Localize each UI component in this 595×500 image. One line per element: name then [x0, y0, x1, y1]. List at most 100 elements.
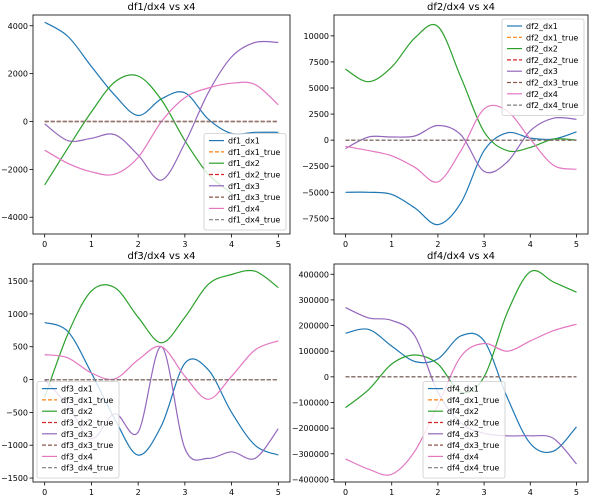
- panel-3-lines: [44, 269, 279, 461]
- series-line-df2-dx1: [345, 131, 577, 226]
- legend-label: df1_dx2: [228, 159, 260, 168]
- x-tick-label: 1: [389, 240, 394, 249]
- legend-label: df4_dx2: [447, 407, 479, 416]
- series-line-df2-dx3: [345, 116, 577, 174]
- x-tick-label: 3: [482, 488, 487, 497]
- legend-label: df1_dx1: [228, 137, 260, 146]
- y-tick-label: −1000: [1, 441, 28, 450]
- y-tick-label: 7500: [309, 58, 329, 67]
- y-tick-label: −200000: [292, 424, 329, 433]
- x-tick-label: 3: [182, 488, 187, 497]
- legend-label: df3_dx1_true: [61, 396, 113, 405]
- legend-label: df2_dx3_true: [526, 79, 578, 88]
- panel-3-legend: df3_dx1 df3_dx1_true df3_dx2 df3_dx2_truedf…: [36, 381, 120, 479]
- legend-label: df4_dx4: [447, 452, 479, 461]
- legend-label: df1_dx3_true: [228, 193, 280, 202]
- y-tick-label: 1500: [8, 277, 28, 286]
- y-tick-label: 4000: [8, 22, 28, 31]
- series-line-df3-dx2: [44, 269, 279, 398]
- series-line-df3-dx1: [44, 321, 279, 456]
- panel-3-title: df3/dx4 vs x4: [128, 251, 196, 262]
- x-tick-label: 2: [435, 240, 440, 249]
- legend-label: df3_dx3_true: [61, 441, 113, 450]
- x-tick-label: 4: [528, 488, 533, 497]
- legend-label: df2_dx2: [526, 45, 558, 54]
- legend-label: df3_dx2: [61, 407, 93, 416]
- legend-label: df2_dx3: [526, 67, 558, 76]
- series-line-df4-dx4: [345, 323, 577, 476]
- x-tick-label: 4: [229, 240, 234, 249]
- x-tick-label: 3: [482, 240, 487, 249]
- y-tick-label: 1000: [8, 310, 28, 319]
- y-tick-label: 200000: [298, 322, 329, 331]
- x-tick-label: 2: [136, 488, 141, 497]
- y-tick-label: 2000: [8, 70, 28, 79]
- x-tick-label: 0: [42, 240, 47, 249]
- panel-4-lines: [345, 269, 577, 476]
- x-tick-label: 4: [229, 488, 234, 497]
- legend-box: [203, 133, 287, 231]
- y-tick-label: −400000: [292, 475, 329, 484]
- y-tick-label: 500: [13, 343, 28, 352]
- legend-label: df2_dx2_true: [526, 56, 578, 65]
- panel-2: df2/dx4 vs x4 0 1 2 3 4 5 −7500 −5000 −2500 0 2500 5…: [302, 2, 589, 249]
- x-tick-label: 5: [276, 240, 281, 249]
- y-tick-label: −300000: [292, 450, 329, 459]
- legend-box: [422, 381, 506, 479]
- panel-1-legend: df1_dx1 df1_dx1_true df1_dx2 df1_dx2_truedf…: [203, 133, 287, 231]
- legend-label: df4_dx4_true: [447, 464, 499, 473]
- y-tick-label: 0: [23, 376, 28, 385]
- legend-label: df4_dx3: [447, 430, 479, 439]
- legend-label: df1_dx3: [228, 182, 260, 191]
- legend-label: df4_dx2_true: [447, 419, 499, 428]
- series-line-df2-dx4: [345, 104, 577, 183]
- x-tick-label: 2: [136, 240, 141, 249]
- panel-4-frame: [333, 263, 589, 483]
- x-tick-label: 0: [343, 240, 348, 249]
- y-tick-label: 400000: [298, 270, 329, 279]
- y-tick-label: −100000: [292, 398, 329, 407]
- legend-label: df4_dx1_true: [447, 396, 499, 405]
- x-tick-label: 1: [89, 240, 94, 249]
- y-tick-label: −2000: [1, 165, 28, 174]
- legend-label: df3_dx4: [61, 452, 93, 461]
- panel-1: df1/dx4 vs x4 0 1 2 3 4 5 −4000 −2000 0 2000 4000 df…: [1, 2, 291, 249]
- y-tick-label: 10000: [304, 32, 329, 41]
- legend-label: df1_dx4: [228, 204, 260, 213]
- legend-box: [36, 381, 120, 479]
- panel-1-title: df1/dx4 vs x4: [128, 2, 196, 13]
- panel-3-frame: [32, 263, 291, 483]
- y-tick-label: 100000: [298, 347, 329, 356]
- y-tick-label: 300000: [298, 296, 329, 305]
- y-tick-label: 2500: [309, 110, 329, 119]
- panel-2-lines: [345, 23, 577, 226]
- panel-2-title: df2/dx4 vs x4: [427, 2, 495, 13]
- series-line-df1-dx1: [44, 21, 279, 135]
- series-line-df4-dx1: [345, 328, 577, 454]
- panel-4-title: df4/dx4 vs x4: [427, 251, 495, 262]
- legend-label: df2_dx1: [526, 22, 558, 31]
- legend-label: df4_dx3_true: [447, 441, 499, 450]
- panel-1-frame: [32, 14, 291, 235]
- y-tick-label: −1500: [1, 474, 28, 483]
- legend-label: df3_dx2_true: [61, 419, 113, 428]
- x-tick-label: 3: [182, 240, 187, 249]
- x-tick-label: 2: [435, 488, 440, 497]
- y-tick-label: 0: [23, 118, 28, 127]
- x-tick-label: 1: [389, 488, 394, 497]
- x-tick-label: 5: [574, 488, 579, 497]
- panel-4: df4/dx4 vs x4 0 1 2 3 4 5 −400000 −300000 −200000…: [292, 251, 589, 497]
- y-tick-label: −4000: [1, 213, 28, 222]
- legend-label: df1_dx4_true: [228, 216, 280, 225]
- panel-2-legend: df2_dx1 df2_dx1_true df2_dx2 df2_dx2_truedf…: [501, 18, 585, 116]
- x-tick-label: 0: [343, 488, 348, 497]
- panel-1-lines: [44, 21, 279, 194]
- x-tick-label: 1: [89, 488, 94, 497]
- y-tick-label: −7500: [302, 214, 329, 223]
- y-tick-label: 5000: [309, 84, 329, 93]
- legend-label: df2_dx4_true: [526, 101, 578, 110]
- legend-label: df4_dx1: [447, 385, 479, 394]
- panel-2-frame: [333, 14, 589, 235]
- legend-box: [501, 18, 585, 116]
